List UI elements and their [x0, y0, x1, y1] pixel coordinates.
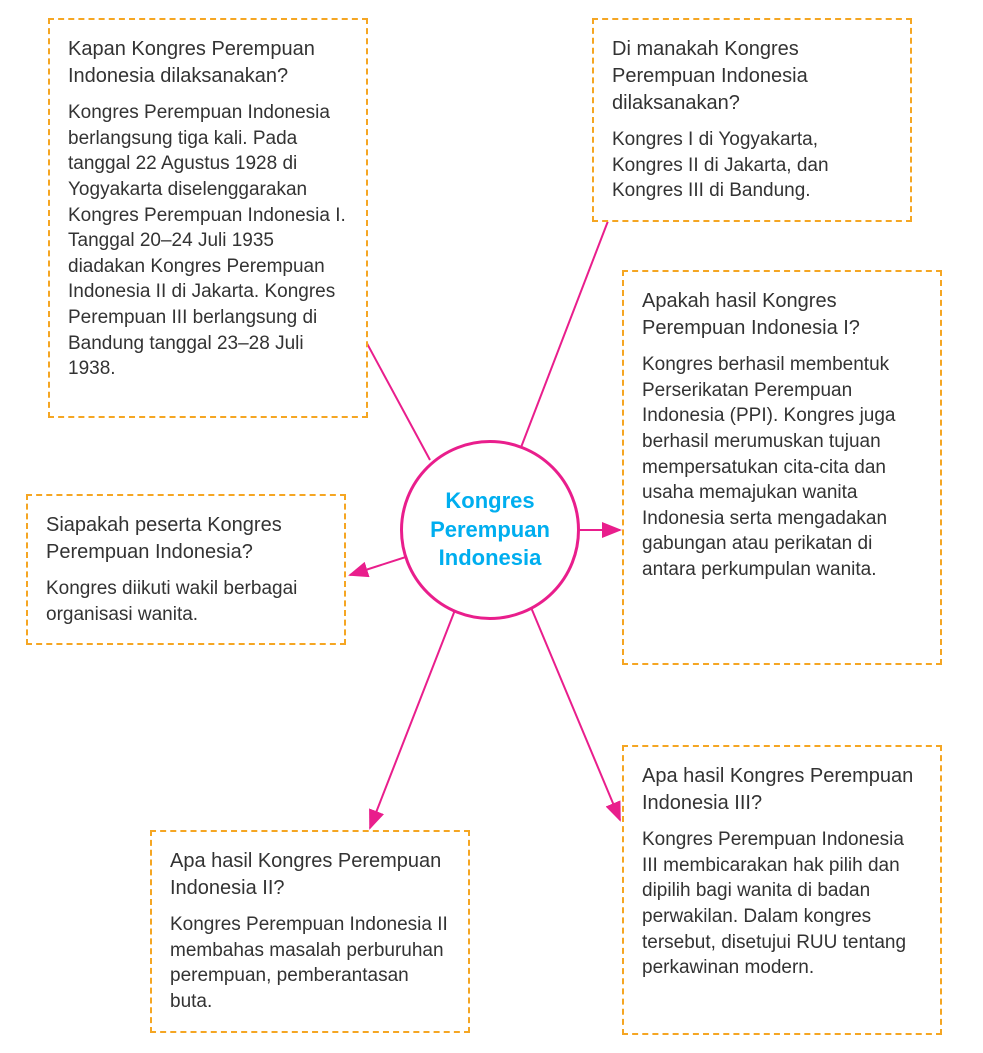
node-hasil2-body: Kongres Perempuan Indonesia II membahas … — [170, 912, 450, 1015]
connector-arrow — [370, 610, 455, 828]
node-siapa-body: Kongres diikuti wakil berbagai organisas… — [46, 576, 326, 627]
center-label: Kongres Perempuan Indonesia — [403, 487, 577, 573]
node-hasil1-body: Kongres berhasil membentuk Perserikatan … — [642, 352, 922, 583]
connector-arrow — [530, 605, 620, 820]
node-hasil2-title: Apa hasil Kongres Perempuan Indonesia II… — [170, 848, 450, 902]
node-hasil3-title: Apa hasil Kongres Perempuan Indonesia II… — [642, 763, 922, 817]
node-siapa-title: Siapakah peserta Kongres Perempuan Indon… — [46, 512, 326, 566]
node-kapan-body: Kongres Perempuan Indonesia berlangsung … — [68, 100, 348, 382]
connector-arrow — [520, 195, 618, 450]
node-hasil2: Apa hasil Kongres Perempuan Indonesia II… — [150, 830, 470, 1033]
node-hasil1: Apakah hasil Kongres Perempuan Indonesia… — [622, 270, 942, 665]
node-hasil1-title: Apakah hasil Kongres Perempuan Indonesia… — [642, 288, 922, 342]
node-kapan: Kapan Kongres Perempuan Indonesia dilaks… — [48, 18, 368, 418]
node-siapa: Siapakah peserta Kongres Perempuan Indon… — [26, 494, 346, 645]
node-dimana: Di manakah Kongres Perempuan Indonesia d… — [592, 18, 912, 222]
node-dimana-body: Kongres I di Yogyakarta, Kongres II di J… — [612, 127, 892, 204]
node-hasil3-body: Kongres Perempuan Indonesia III membicar… — [642, 827, 922, 981]
node-kapan-title: Kapan Kongres Perempuan Indonesia dilaks… — [68, 36, 348, 90]
node-hasil3: Apa hasil Kongres Perempuan Indonesia II… — [622, 745, 942, 1035]
center-node: Kongres Perempuan Indonesia — [400, 440, 580, 620]
node-dimana-title: Di manakah Kongres Perempuan Indonesia d… — [612, 36, 892, 117]
